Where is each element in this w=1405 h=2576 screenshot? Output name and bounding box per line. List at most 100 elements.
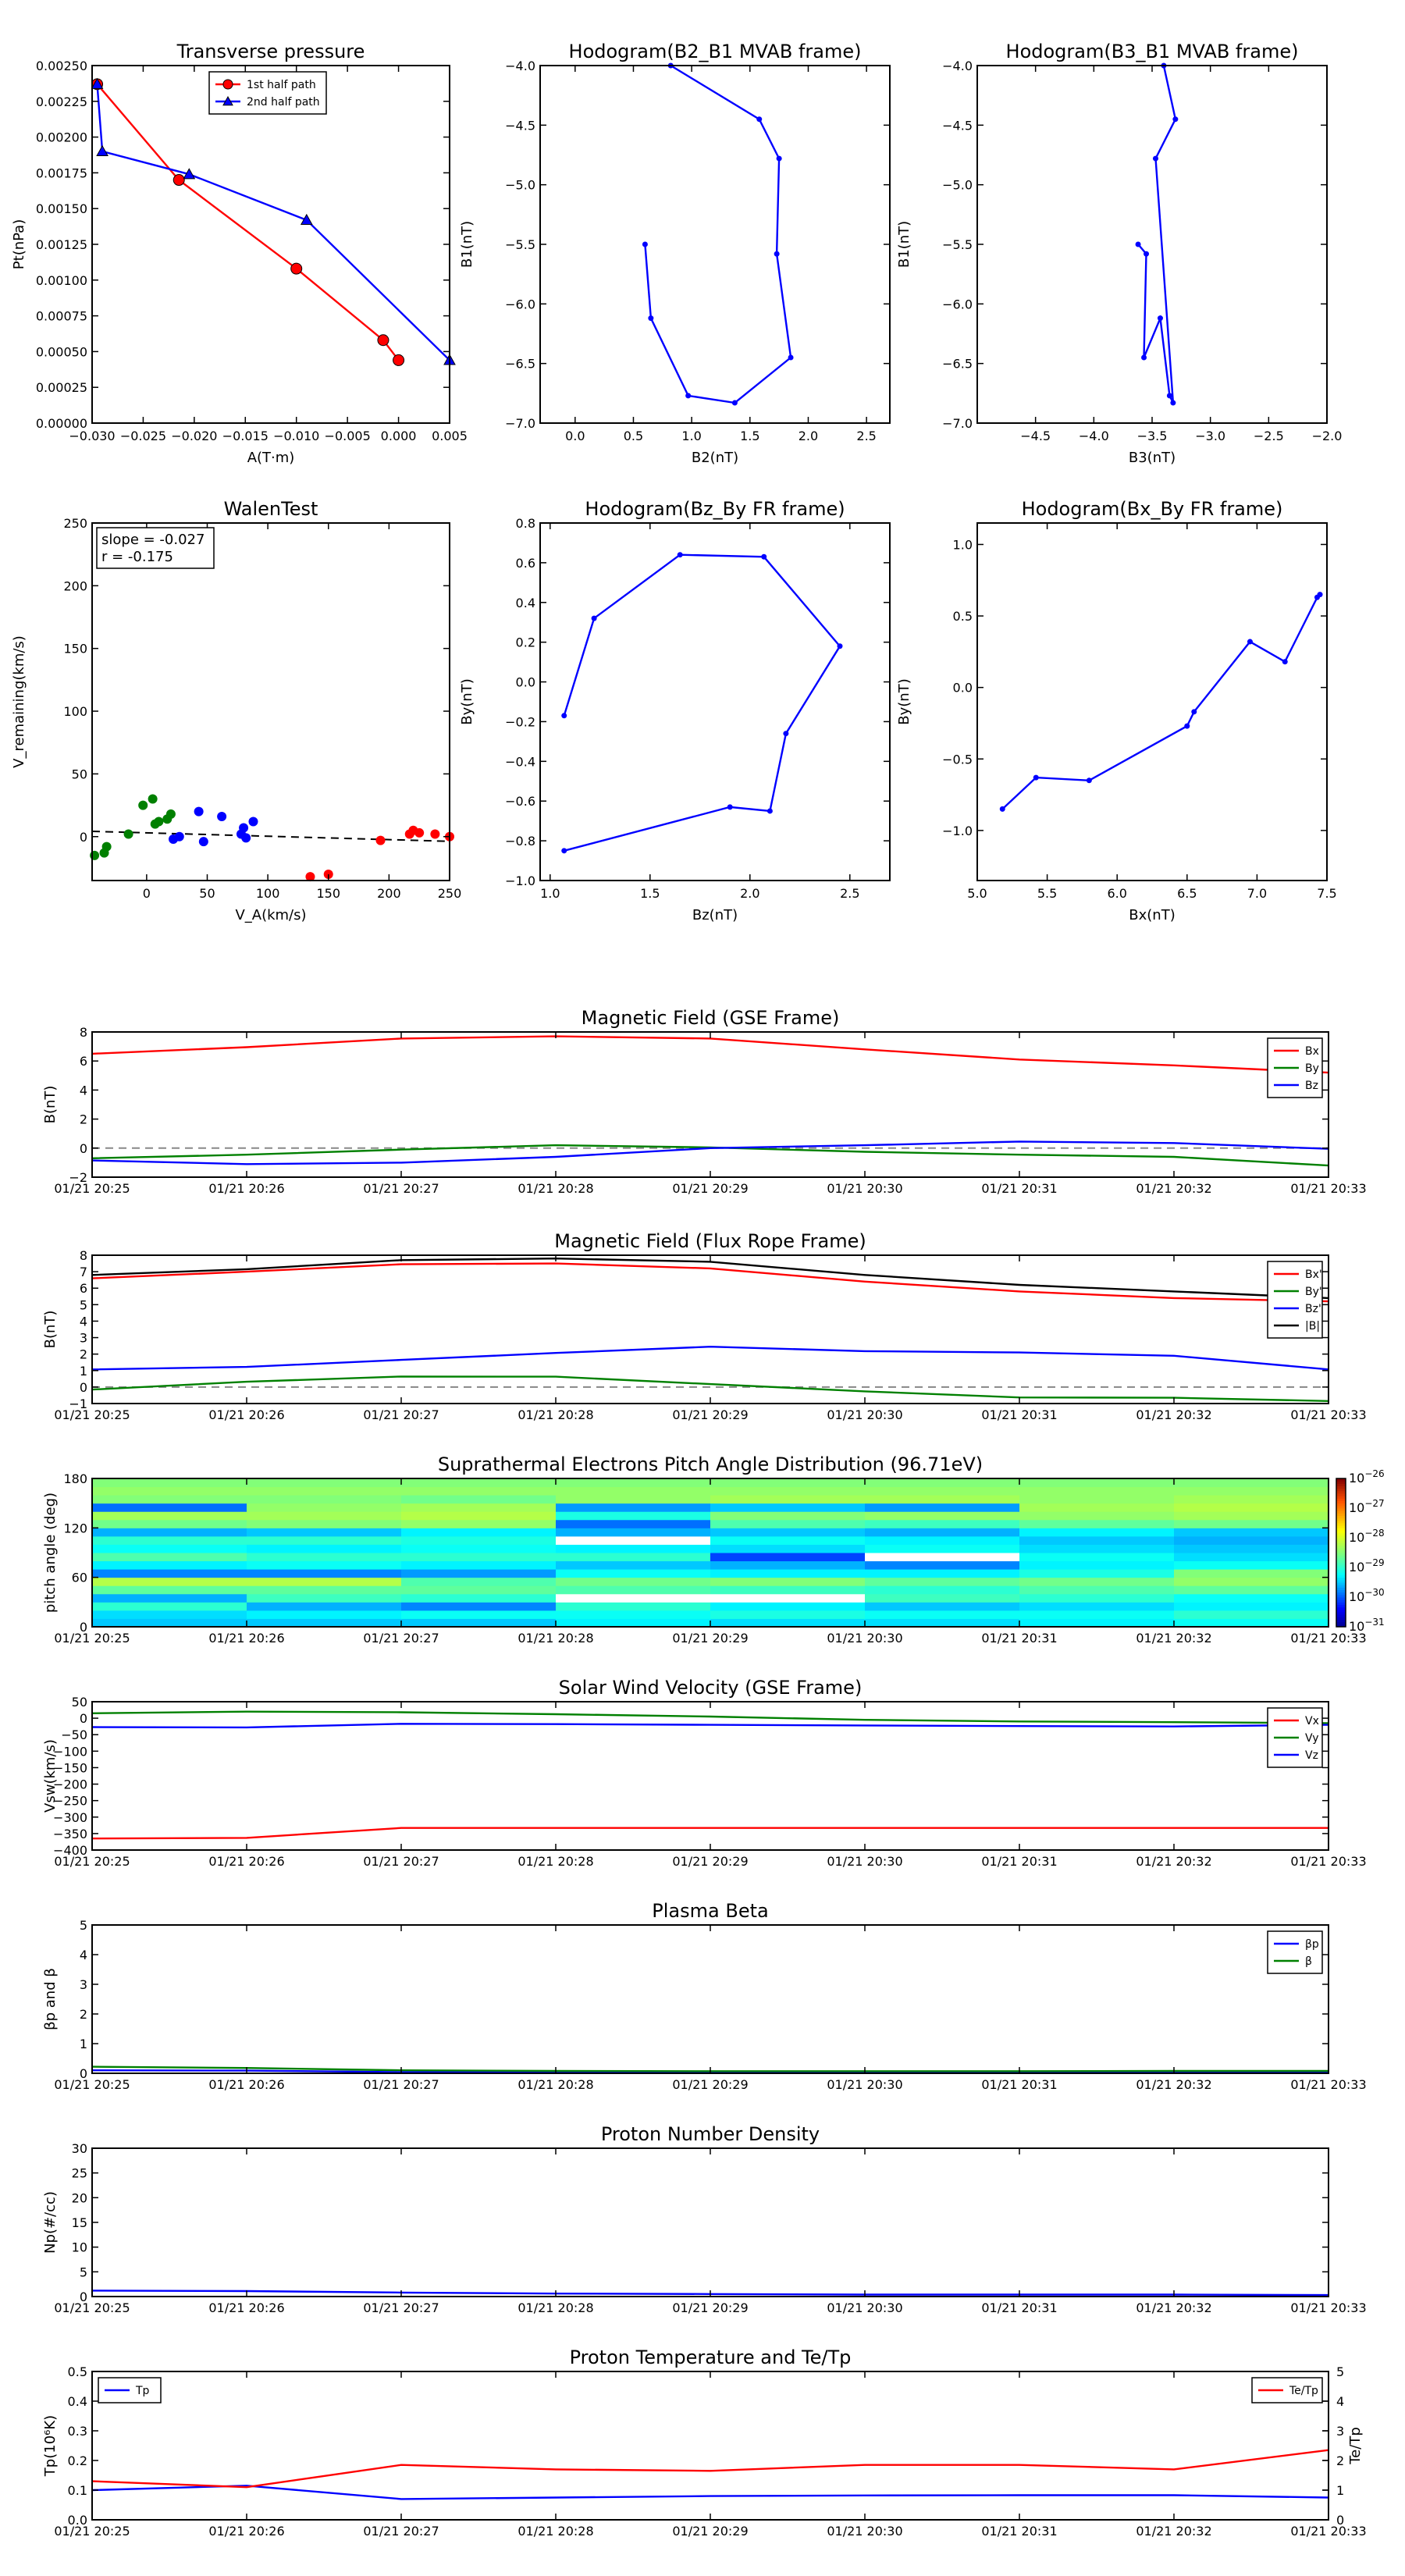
y-tick-label: 180: [63, 1471, 87, 1486]
x-tick-label: 0.5: [624, 429, 643, 443]
y-tick-label: 0: [80, 2066, 87, 2081]
heatmap-cell: [247, 1478, 402, 1488]
data-point: [300, 213, 313, 225]
x-tick-label: −3.0: [1195, 429, 1225, 443]
y-tick-label: 120: [63, 1521, 87, 1535]
heatmap-cell: [710, 1593, 866, 1603]
x-tick-label: 01/21 20:28: [518, 2300, 593, 2315]
x-tick-label: −0.010: [273, 429, 319, 443]
x-tick-label: 01/21 20:26: [208, 2524, 284, 2539]
heatmap-cell: [401, 1618, 557, 1628]
plot-frame: [91, 65, 450, 424]
x-tick-label: 01/21 20:27: [363, 1181, 439, 1196]
legend-label: |B|: [1305, 1320, 1320, 1332]
x-tick-label: 01/21 20:32: [1136, 2524, 1211, 2539]
heatmap-cell: [1174, 1560, 1329, 1570]
data-point: [999, 806, 1005, 812]
heatmap-cell: [92, 1577, 247, 1586]
y-tick-label: −5.0: [942, 178, 973, 193]
heatmap-cell: [1019, 1577, 1175, 1586]
heatmap-cell: [710, 1585, 866, 1595]
plot-area: [563, 553, 841, 852]
x-tick-label: −0.030: [69, 429, 115, 443]
colorbar-cell: [1336, 1532, 1346, 1536]
legend-label: By: [1305, 1062, 1319, 1075]
heatmap-cell: [1174, 1478, 1329, 1488]
colorbar-cell: [1336, 1498, 1346, 1501]
data-point: [222, 79, 233, 90]
heatmap-cell: [401, 1495, 557, 1504]
x-tick-label: 1.0: [540, 886, 560, 901]
y-tick-label-right: 5: [1336, 2364, 1344, 2379]
x-tick-label: 01/21 20:29: [672, 1407, 748, 1422]
x-tick-label: 2.0: [799, 429, 818, 443]
y-tick-label: −300: [53, 1810, 87, 1825]
colorbar-cell: [1336, 1523, 1346, 1526]
x-tick-label: 01/21 20:33: [1290, 1407, 1366, 1422]
annotation-text: slope = -0.027: [101, 532, 205, 548]
x-tick-label: 01/21 20:33: [1290, 2300, 1366, 2315]
x-tick-label: 0.000: [381, 429, 417, 443]
colorbar-cell: [1336, 1530, 1346, 1534]
x-tick-label: 01/21 20:31: [981, 2077, 1057, 2092]
y-tick-label: 0.00075: [36, 309, 87, 324]
y-tick-label: −1: [69, 1397, 87, 1411]
plot-area: [1001, 593, 1321, 810]
colorbar-tick-label: 10−28: [1349, 1528, 1385, 1545]
heatmap-cell: [865, 1486, 1020, 1496]
heatmap-cell: [401, 1569, 557, 1578]
heatmap-cell: [556, 1503, 711, 1512]
chart-vsw: Solar Wind Velocity (GSE Frame) 01/21 20:…: [42, 1677, 1367, 1869]
x-tick-label: 01/21 20:25: [54, 1631, 130, 1646]
x-tick-label: 1.5: [740, 429, 759, 443]
heatmap-cell: [247, 1495, 402, 1504]
heatmap-cell: [401, 1577, 557, 1586]
chart-walen: WalenTest 0 50 100 150 200 250 0 50 100 150 200 250 V…: [11, 498, 461, 923]
data-point: [194, 806, 204, 817]
heatmap-cell: [1019, 1503, 1175, 1512]
y-tick-label: −7.0: [942, 416, 973, 431]
colorbar-cell: [1336, 1587, 1346, 1590]
heatmap-cell: [92, 1569, 247, 1578]
colorbar-cell: [1336, 1585, 1346, 1588]
heatmap-cell: [401, 1553, 557, 1562]
y-tick-label: 100: [63, 704, 87, 719]
y-tick-label: −6.0: [942, 297, 973, 311]
legend-label: Tp: [135, 2385, 150, 2397]
heatmap-cell: [710, 1519, 866, 1528]
heatmap-cell: [710, 1553, 866, 1562]
heatmap-cell: [865, 1618, 1020, 1628]
plot-area: [92, 830, 450, 842]
chart-title: Proton Number Density: [601, 2123, 820, 2145]
data-point: [677, 552, 683, 558]
y-tick-label: −4.0: [942, 59, 973, 73]
chart-beta: Plasma Beta 01/21 20:25 01/21 20:26 01/21 2…: [42, 1900, 1367, 2092]
y-tick-label: −6.5: [942, 357, 973, 372]
x-tick-label: 2.5: [856, 429, 876, 443]
heatmap-cell: [247, 1519, 402, 1528]
chart-np: Proton Number Density 01/21 20:25 01/21 20…: [42, 2123, 1367, 2315]
y-axis-label: By(nT): [896, 678, 912, 724]
fit-line: [92, 830, 450, 842]
data-point: [561, 713, 567, 719]
heatmap-cell: [1019, 1495, 1175, 1504]
colorbar-cell: [1336, 1515, 1346, 1519]
heatmap-cell: [1174, 1544, 1329, 1553]
x-tick-label: −0.020: [171, 429, 217, 443]
data-point: [138, 800, 148, 810]
chart-title: Hodogram(B2_B1 MVAB frame): [569, 41, 862, 62]
chart-title: Hodogram(B3_B1 MVAB frame): [1006, 41, 1299, 62]
colorbar-cell: [1336, 1614, 1346, 1617]
y-tick-label: −4.5: [505, 118, 535, 133]
y-tick-label: 0.3: [68, 2424, 87, 2439]
y-tick-label: 0.00250: [36, 59, 87, 73]
heatmap-cell: [1174, 1585, 1329, 1595]
series-line: [91, 1710, 1329, 1724]
heatmap-cell: [92, 1519, 247, 1528]
colorbar-cell: [1336, 1597, 1346, 1600]
chart-b_gse: Magnetic Field (GSE Frame) 01/21 20:25 01/…: [42, 1007, 1367, 1196]
y-tick-label: −50: [61, 1727, 87, 1742]
colorbar-cell: [1336, 1496, 1346, 1499]
colorbar-cell: [1336, 1547, 1346, 1551]
data-point: [217, 812, 227, 822]
